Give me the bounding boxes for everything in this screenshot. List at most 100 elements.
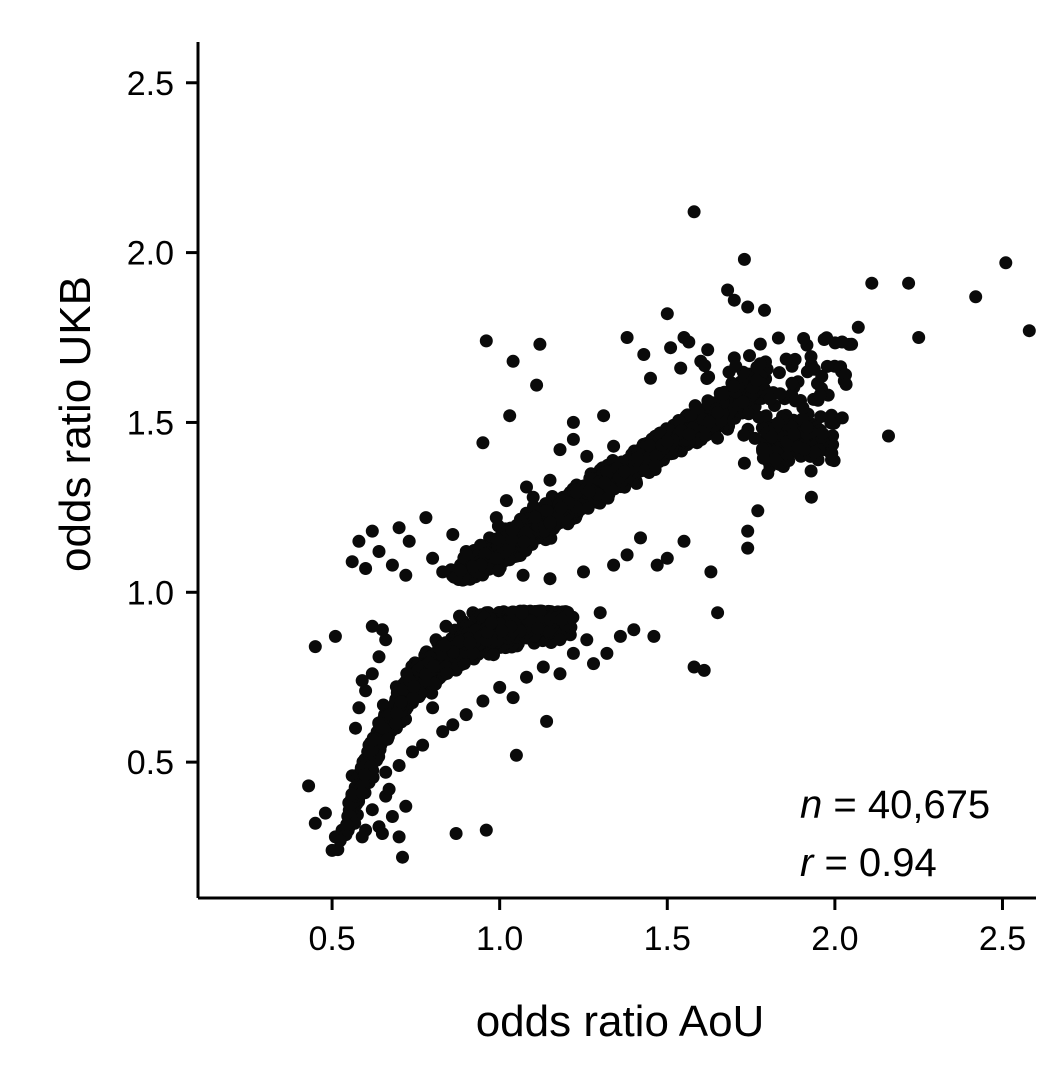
data-point — [490, 532, 504, 546]
data-point — [365, 619, 379, 633]
data-point — [580, 449, 594, 463]
data-point — [426, 701, 440, 715]
data-point — [308, 640, 322, 654]
data-point — [365, 803, 379, 817]
data-point — [308, 816, 322, 830]
data-point — [637, 348, 651, 361]
data-point — [381, 732, 394, 746]
data-point — [553, 443, 567, 457]
data-point — [566, 432, 580, 446]
data-point — [779, 352, 793, 366]
data-point — [365, 667, 379, 681]
ticks: 0.5 1.0 1.5 2.0 2.5 0.5 1.0 1.5 2.0 2.5 — [127, 65, 1026, 958]
data-point — [382, 782, 396, 796]
data-point — [835, 411, 849, 425]
data-point — [345, 555, 359, 569]
data-point — [597, 409, 611, 423]
data-point — [580, 633, 594, 647]
data-point — [600, 646, 614, 660]
data-point — [377, 722, 390, 735]
data-point — [828, 336, 842, 350]
data-point — [687, 660, 701, 674]
data-point — [526, 490, 540, 504]
data-point — [531, 622, 545, 635]
data-point — [814, 410, 828, 424]
data-point — [969, 290, 983, 304]
data-point — [791, 440, 805, 454]
data-point — [375, 827, 389, 840]
data-point — [593, 606, 607, 620]
data-point — [703, 415, 716, 429]
data-point — [515, 606, 529, 620]
data-point — [797, 332, 811, 345]
data-point — [454, 564, 468, 578]
data-point — [634, 531, 647, 545]
data-point — [721, 283, 735, 297]
data-point — [773, 387, 787, 401]
x-tick-label: 1.0 — [476, 920, 523, 958]
data-point — [379, 633, 393, 647]
data-point — [516, 568, 530, 582]
data-point — [375, 623, 389, 637]
data-point — [647, 629, 661, 643]
data-point — [396, 850, 409, 864]
data-point — [620, 548, 634, 562]
y-tick-label: 2.5 — [127, 65, 174, 103]
data-point — [392, 830, 406, 844]
data-point — [390, 706, 404, 720]
data-point — [729, 359, 743, 373]
data-point — [999, 256, 1013, 270]
x-tick-label: 0.5 — [308, 920, 355, 958]
data-point — [815, 426, 829, 440]
data-point — [698, 359, 712, 373]
data-point — [543, 473, 557, 487]
x-tick-label: 2.0 — [811, 920, 858, 958]
data-point — [815, 369, 829, 383]
data-point — [912, 331, 926, 344]
data-point — [682, 335, 696, 349]
data-point — [506, 354, 520, 368]
data-point — [672, 414, 686, 427]
data-point — [727, 379, 741, 393]
data-point — [379, 765, 393, 779]
data-point — [752, 410, 766, 424]
data-point — [385, 558, 399, 572]
data-point — [389, 717, 403, 730]
data-point — [428, 677, 442, 691]
data-point — [613, 629, 627, 643]
data-point — [505, 524, 519, 537]
data-point — [737, 252, 751, 266]
data-point — [601, 491, 615, 505]
data-point — [627, 623, 641, 637]
data-point — [533, 337, 547, 351]
y-tick-label: 1.0 — [127, 574, 174, 612]
data-point — [406, 691, 420, 705]
data-point — [466, 560, 480, 573]
data-point — [644, 371, 657, 385]
data-point — [648, 459, 662, 473]
data-point — [302, 779, 316, 793]
data-point — [787, 427, 801, 441]
data-point — [771, 416, 785, 430]
data-point — [687, 205, 701, 219]
data-point — [763, 392, 777, 406]
data-point — [385, 810, 399, 823]
data-point — [358, 768, 372, 782]
data-point — [365, 524, 379, 538]
data-point — [517, 535, 531, 549]
data-point — [771, 331, 785, 345]
data-point — [643, 439, 657, 453]
data-point — [660, 434, 674, 448]
data-point — [772, 366, 786, 380]
y-tick-label: 0.5 — [127, 744, 174, 782]
x-tick-label: 1.5 — [644, 920, 691, 958]
data-point — [650, 558, 664, 572]
data-point — [598, 476, 612, 490]
data-point — [751, 504, 765, 518]
data-point — [402, 534, 416, 548]
data-point — [553, 667, 567, 681]
data-point — [355, 674, 369, 688]
data-point — [741, 300, 755, 314]
data-point — [701, 343, 715, 357]
data-point — [820, 359, 834, 373]
